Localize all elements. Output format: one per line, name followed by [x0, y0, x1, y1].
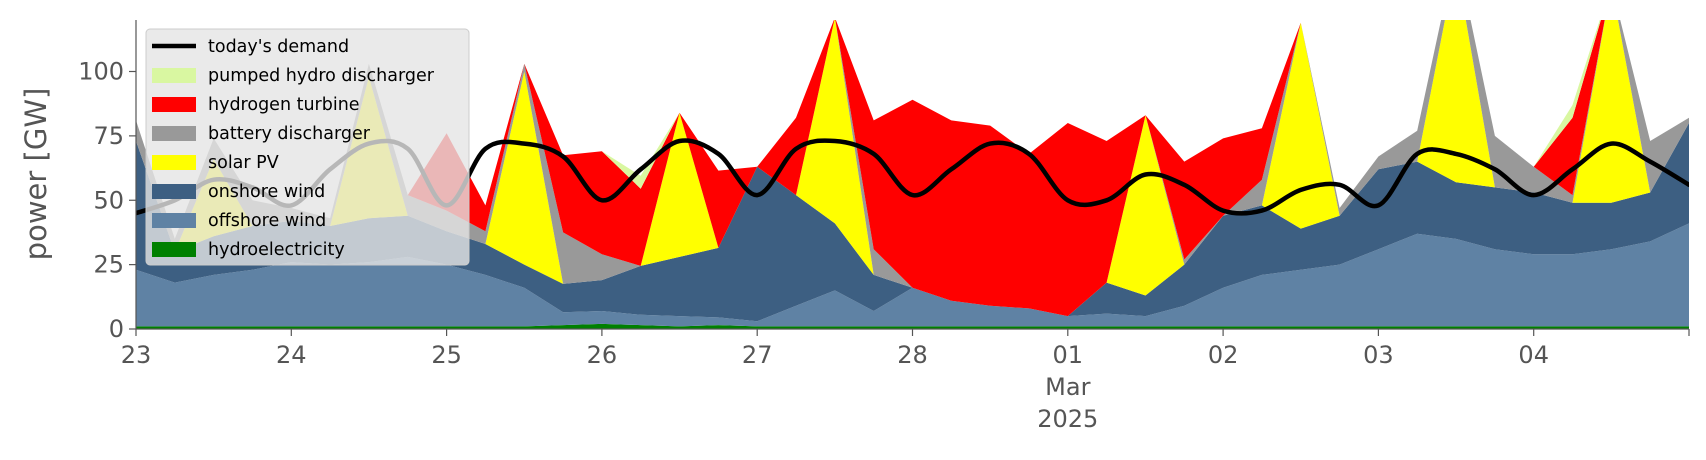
- x-tick-label: 24: [276, 341, 307, 369]
- area-battery-discharger: [136, 20, 1689, 317]
- x-tick-label: 03: [1363, 341, 1394, 369]
- axes: 0 25 50 75 100 23 24 25 26 27 28 01 02 03 04 Mar 2025: [78, 20, 1690, 433]
- area-hydroelectricity: [136, 323, 1689, 329]
- area-solar-pv: [136, 20, 1689, 317]
- area-hydrogen-turbine: [136, 20, 1689, 317]
- legend-swatch: [152, 155, 196, 170]
- y-tick-label: 100: [78, 58, 124, 86]
- x-tick-label: 26: [587, 341, 618, 369]
- legend-label: hydrogen turbine: [208, 95, 360, 115]
- x-tick-label: 27: [742, 341, 773, 369]
- legend-swatch: [152, 68, 196, 83]
- legend-label: today's demand: [208, 37, 349, 57]
- y-tick-label: 75: [93, 122, 124, 150]
- legend-swatch: [152, 97, 196, 112]
- legend-swatch: [152, 242, 196, 257]
- legend: today's demand pumped hydro discharger hyd…: [145, 28, 470, 266]
- y-axis-label: power [GW]: [19, 88, 53, 261]
- legend-label: onshore wind: [208, 182, 325, 202]
- legend-label: pumped hydro discharger: [208, 66, 435, 86]
- x-tick-label: 04: [1518, 341, 1549, 369]
- legend-label: solar PV: [208, 153, 279, 173]
- legend-swatch: [152, 126, 196, 141]
- x-tick-label: 02: [1208, 341, 1239, 369]
- legend-label: hydroelectricity: [208, 240, 345, 260]
- y-tick-label: 0: [109, 315, 124, 343]
- x-tick-sublabel: Mar: [1045, 373, 1090, 401]
- legend-box: [145, 28, 470, 266]
- stack-areas: [136, 20, 1689, 329]
- y-tick-label: 25: [93, 251, 124, 279]
- area-onshore-wind: [136, 123, 1689, 322]
- legend-swatch: [152, 213, 196, 228]
- area-offshore-wind: [136, 223, 1689, 327]
- y-tick-label: 50: [93, 186, 124, 214]
- legend-swatch: [152, 184, 196, 199]
- x-tick-label: 28: [897, 341, 928, 369]
- legend-label: offshore wind: [208, 211, 326, 231]
- x-tick-label: 23: [121, 341, 152, 369]
- legend-label: battery discharger: [208, 124, 371, 144]
- x-tick-label: 01: [1053, 341, 1084, 369]
- x-tick-label: 25: [431, 341, 462, 369]
- x-tick-sublabel: 2025: [1037, 405, 1098, 433]
